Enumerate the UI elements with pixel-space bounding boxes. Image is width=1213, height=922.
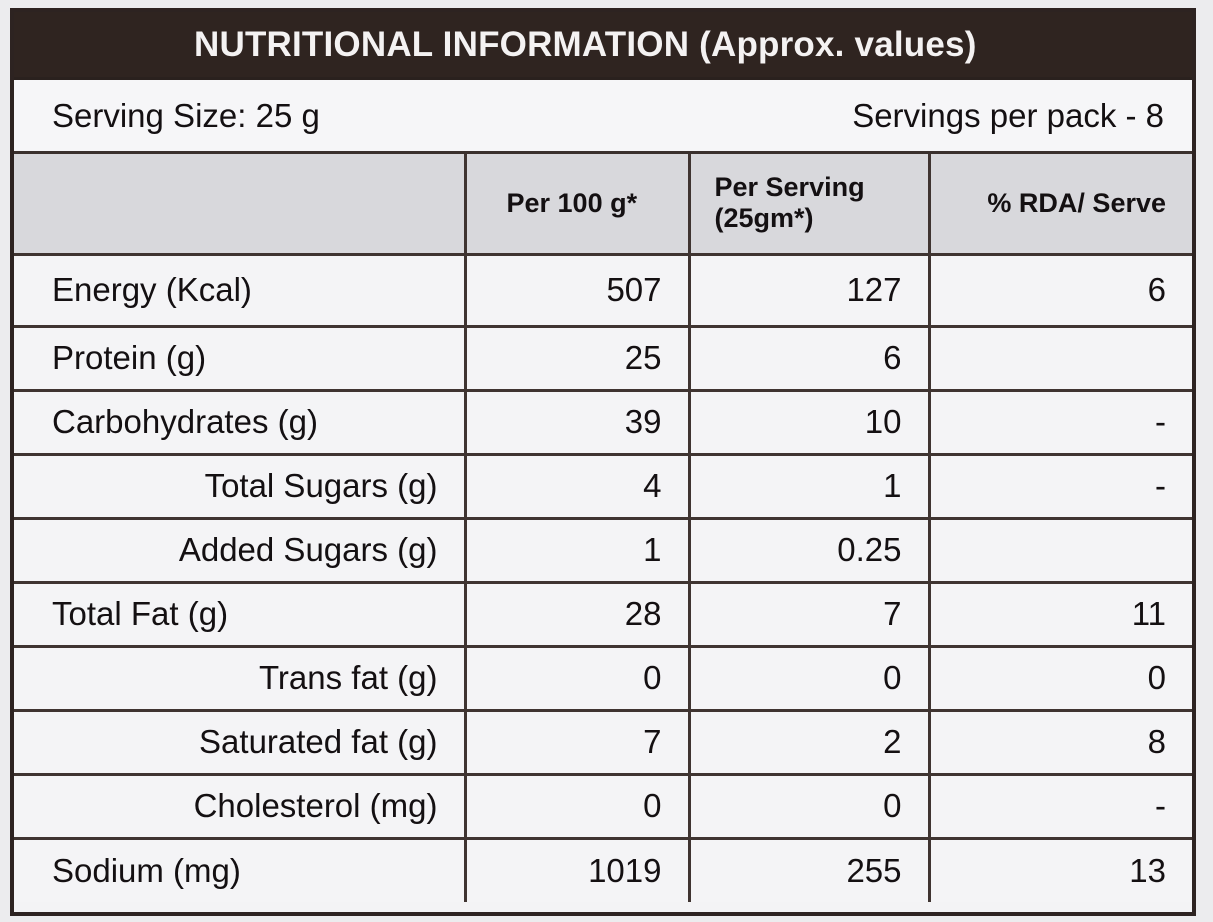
table-row: Energy (Kcal) 507 127 6: [14, 252, 1192, 328]
servings-per-pack: Servings per pack - 8: [852, 96, 1164, 134]
per-100g-value: 25: [463, 324, 691, 392]
rda-value: [927, 516, 1192, 584]
table-header-row: Per 100 g* Per Serving (25gm*) % RDA/ Se…: [14, 154, 1192, 256]
header-per-serving-line1: Per Serving: [714, 172, 865, 203]
nutrient-label: Carbohydrates (g): [14, 388, 467, 456]
per-serving-value: 127: [687, 252, 931, 328]
rda-value: [927, 324, 1192, 392]
header-rda: % RDA/ Serve: [927, 154, 1192, 256]
panel-title: NUTRITIONAL INFORMATION (Approx. values): [14, 12, 1192, 80]
rda-value: -: [927, 772, 1192, 840]
serving-size: Serving Size: 25 g: [52, 96, 320, 134]
per-serving-value: 0: [687, 644, 931, 712]
per-serving-value: 6: [687, 324, 931, 392]
rda-value: 8: [927, 708, 1192, 776]
header-nutrient-blank: [14, 154, 467, 256]
per-100g-value: 39: [463, 388, 691, 456]
rda-value: -: [927, 452, 1192, 520]
per-100g-value: 0: [463, 772, 691, 840]
table-row: Added Sugars (g) 1 0.25: [14, 516, 1192, 584]
rda-value: 13: [927, 836, 1192, 902]
table-row: Total Sugars (g) 4 1 -: [14, 452, 1192, 520]
per-100g-value: 7: [463, 708, 691, 776]
table-row: Cholesterol (mg) 0 0 -: [14, 772, 1192, 840]
per-serving-value: 1: [687, 452, 931, 520]
nutrient-label: Total Fat (g): [14, 580, 467, 648]
nutrient-label: Cholesterol (mg): [14, 772, 467, 840]
table-row: Carbohydrates (g) 39 10 -: [14, 388, 1192, 456]
header-per-serving-line2: (25gm*): [714, 203, 814, 234]
per-100g-value: 28: [463, 580, 691, 648]
table-row: Sodium (mg) 1019 255 13: [14, 836, 1192, 902]
per-100g-value: 4: [463, 452, 691, 520]
per-100g-value: 0: [463, 644, 691, 712]
per-serving-value: 10: [687, 388, 931, 456]
nutrient-label: Energy (Kcal): [14, 252, 467, 328]
serving-info-row: Serving Size: 25 g Servings per pack - 8: [14, 80, 1192, 154]
table-row: Trans fat (g) 0 0 0: [14, 644, 1192, 712]
rda-value: 0: [927, 644, 1192, 712]
rda-value: 6: [927, 252, 1192, 328]
table-row: Total Fat (g) 28 7 11: [14, 580, 1192, 648]
table-row: Saturated fat (g) 7 2 8: [14, 708, 1192, 776]
header-per-100g: Per 100 g*: [463, 154, 691, 256]
per-serving-value: 7: [687, 580, 931, 648]
rda-value: 11: [927, 580, 1192, 648]
header-per-serving: Per Serving (25gm*): [687, 154, 931, 256]
table-row: Protein (g) 25 6: [14, 324, 1192, 392]
nutrient-label: Added Sugars (g): [14, 516, 467, 584]
per-100g-value: 1019: [463, 836, 691, 902]
nutrition-panel: NUTRITIONAL INFORMATION (Approx. values)…: [10, 8, 1196, 916]
per-serving-value: 0.25: [687, 516, 931, 584]
per-100g-value: 1: [463, 516, 691, 584]
nutrient-label: Sodium (mg): [14, 836, 467, 902]
per-100g-value: 507: [463, 252, 691, 328]
per-serving-value: 2: [687, 708, 931, 776]
per-serving-value: 0: [687, 772, 931, 840]
nutrient-label: Saturated fat (g): [14, 708, 467, 776]
rda-value: -: [927, 388, 1192, 456]
nutrient-label: Protein (g): [14, 324, 467, 392]
nutrition-table: Per 100 g* Per Serving (25gm*) % RDA/ Se…: [14, 154, 1192, 902]
nutrient-label: Total Sugars (g): [14, 452, 467, 520]
per-serving-value: 255: [687, 836, 931, 902]
nutrient-label: Trans fat (g): [14, 644, 467, 712]
